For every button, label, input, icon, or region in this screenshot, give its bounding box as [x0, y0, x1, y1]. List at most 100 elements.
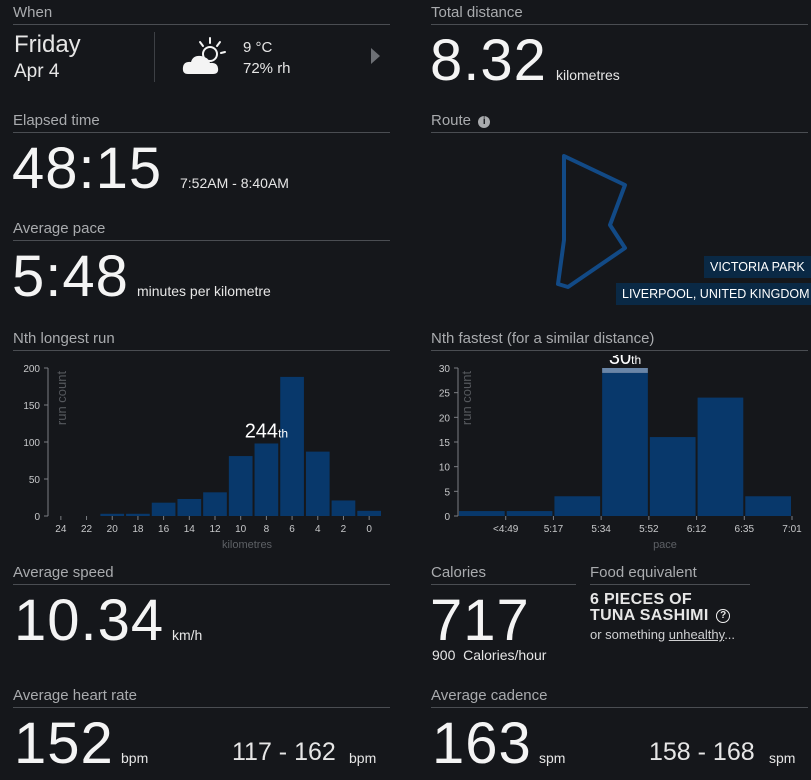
calories-rate-unit: Calories/hour: [463, 647, 547, 663]
food-line2-wrap: TUNA SASHIMI ?: [590, 607, 731, 625]
rank-label: 30th: [609, 355, 641, 369]
y-tick-label: 10: [439, 463, 451, 474]
bar: [506, 511, 553, 516]
rank-label: 244th: [245, 420, 288, 442]
unhealthy-link[interactable]: unhealthy: [668, 627, 725, 642]
food-line1: 6 PIECES OF: [590, 591, 692, 608]
y-tick-label: 50: [29, 475, 41, 486]
x-tick-label: 18: [132, 524, 144, 535]
x-tick-label: 14: [184, 524, 196, 535]
route-label-text: Route: [431, 112, 472, 129]
cadence-value: 163: [432, 711, 532, 776]
speed-label: Average speed: [13, 564, 390, 585]
route-map[interactable]: [540, 150, 640, 295]
x-tick-label: <4:49: [493, 524, 519, 535]
rank-suffix: th: [278, 426, 288, 440]
bar: [649, 437, 696, 516]
pace-label: Average pace: [13, 220, 390, 241]
highlight-bar: [602, 368, 648, 373]
bar: [100, 513, 125, 516]
distance-unit: kilometres: [556, 67, 620, 83]
fastest-label: Nth fastest (for a similar distance): [431, 330, 808, 351]
y-axis-label: run count: [459, 371, 474, 426]
pace-unit: minutes per kilometre: [137, 283, 271, 299]
y-tick-label: 15: [439, 438, 451, 449]
help-icon[interactable]: ?: [716, 609, 731, 623]
heart-unit: bpm: [121, 750, 149, 766]
x-tick-label: 12: [209, 524, 221, 535]
x-tick-label: 22: [81, 524, 93, 535]
y-tick-label: 5: [444, 487, 450, 498]
food-line2: TUNA SASHIMI: [590, 607, 709, 624]
calories-value: 717: [430, 588, 530, 653]
when-divider: [154, 32, 155, 82]
bar: [177, 498, 202, 516]
y-tick-label: 0: [444, 512, 450, 523]
bar: [203, 492, 227, 516]
date-text: Apr 4: [14, 61, 60, 82]
bar: [151, 502, 176, 516]
bar: [697, 397, 744, 516]
heart-label: Average heart rate: [13, 687, 390, 708]
route-region-tag: LIVERPOOL, UNITED KINGDOM: [616, 283, 811, 305]
calories-rate: 900 Calories/hour: [432, 647, 546, 663]
info-icon[interactable]: i: [478, 116, 491, 128]
elapsed-range: 7:52AM - 8:40AM: [180, 175, 289, 191]
rank-number: 30: [609, 355, 631, 369]
x-tick-label: 5:52: [639, 524, 659, 535]
elapsed-value: 48:15: [12, 136, 163, 201]
x-tick-label: 7:01: [782, 524, 802, 535]
route-label: Route i: [431, 112, 808, 133]
x-tick-label: 10: [235, 524, 247, 535]
pace-value: 5:48: [12, 244, 129, 309]
y-tick-label: 20: [439, 413, 451, 424]
route-place-tag: VICTORIA PARK: [704, 256, 811, 278]
y-tick-label: 25: [439, 389, 451, 400]
x-tick-label: 2: [341, 524, 347, 535]
y-axis-label: run count: [54, 371, 69, 426]
x-axis-label: pace: [653, 539, 677, 551]
longest-label: Nth longest run: [13, 330, 390, 351]
x-tick-label: 4: [315, 524, 321, 535]
heart-range: 117 - 162: [232, 738, 336, 766]
distance-value: 8.32: [430, 28, 547, 93]
x-tick-label: 16: [158, 524, 170, 535]
rank-suffix: th: [631, 355, 641, 367]
food-alt-suffix: ...: [724, 627, 736, 642]
bar: [254, 443, 279, 516]
next-arrow-icon[interactable]: [371, 48, 380, 64]
y-tick-label: 0: [34, 512, 40, 523]
y-tick-label: 150: [23, 401, 40, 412]
speed-unit: km/h: [172, 627, 203, 643]
humidity-text: 72% rh: [243, 60, 291, 77]
x-tick-label: 5:17: [544, 524, 564, 535]
heart-value: 152: [14, 711, 114, 776]
food-alt-prefix: or something: [590, 627, 669, 642]
heart-range-unit: bpm: [349, 750, 377, 766]
y-tick-label: 100: [23, 438, 40, 449]
bar: [126, 513, 150, 516]
bar: [305, 451, 330, 516]
x-tick-label: 8: [264, 524, 270, 535]
x-tick-label: 5:34: [591, 524, 611, 535]
food-alt: or something unhealthy...: [590, 627, 735, 642]
cadence-range-unit: spm: [769, 750, 796, 766]
temperature-text: 9 °C: [243, 39, 273, 56]
bar: [280, 376, 304, 516]
cadence-unit: spm: [539, 750, 566, 766]
x-axis-label: kilometres: [222, 539, 273, 551]
route-path: [556, 154, 627, 289]
speed-value: 10.34: [14, 588, 165, 653]
partly-cloudy-icon: [180, 36, 232, 78]
bar: [745, 496, 791, 516]
x-tick-label: 24: [55, 524, 67, 535]
day-text: Friday: [14, 31, 81, 58]
y-tick-label: 30: [439, 364, 451, 375]
bar: [331, 500, 356, 516]
cadence-label: Average cadence: [431, 687, 808, 708]
calories-label: Calories: [431, 564, 576, 585]
bar: [554, 496, 601, 516]
y-tick-label: 200: [23, 364, 40, 375]
